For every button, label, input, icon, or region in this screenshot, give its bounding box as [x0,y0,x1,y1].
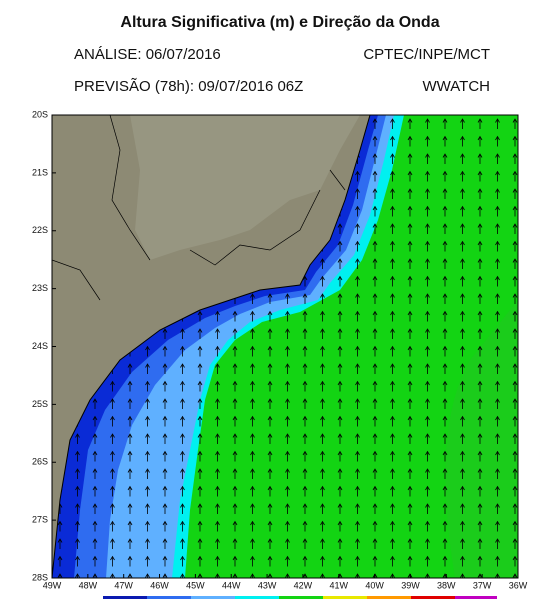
longitude-label: 46W [150,580,169,590]
longitude-label: 47W [114,580,133,590]
latitude-label: 28S [32,572,48,582]
colorbar-swatch [235,596,279,599]
wave-direction-arrows [52,115,518,578]
analysis-date: ANÁLISE: 06/07/2016 [74,46,221,63]
longitude-label: 41W [330,580,349,590]
longitude-label: 37W [473,580,492,590]
latitude-label: 24S [32,341,48,351]
longitude-label: 38W [437,580,456,590]
latitude-label: 26S [32,457,48,467]
latitude-label: 27S [32,515,48,525]
forecast-date: PREVISÃO (78h): 09/07/2016 06Z [74,78,304,95]
latitude-label: 21S [32,167,48,177]
longitude-label: 44W [222,580,241,590]
longitude-label: 48W [79,580,98,590]
colorbar-swatch [411,596,455,599]
colorbar-swatch [103,596,147,599]
colorbar-swatch [367,596,411,599]
colorbar-swatch [147,596,191,599]
longitude-label: 43W [258,580,277,590]
land-highland [130,115,360,260]
latitude-label: 23S [32,283,48,293]
latitude-label: 25S [32,399,48,409]
colorbar-swatch [323,596,367,599]
colorbar-swatch [191,596,235,599]
latitude-label: 20S [32,109,48,119]
longitude-label: 36W [509,580,528,590]
longitude-label: 45W [186,580,205,590]
map-title: Altura Significativa (m) e Direção da On… [120,14,440,31]
model: WWATCH [422,78,490,95]
state-borders [52,115,346,301]
coastline [52,115,371,578]
map-area [52,115,518,578]
colorbar [103,596,497,599]
longitude-label: 42W [294,580,313,590]
longitude-label: 39W [401,580,420,590]
latitude-label: 22S [32,225,48,235]
longitude-label: 40W [365,580,384,590]
colorbar-swatch [455,596,497,599]
longitude-label: 49W [43,580,62,590]
colorbar-swatch [279,596,323,599]
source: CPTEC/INPE/MCT [363,46,490,63]
